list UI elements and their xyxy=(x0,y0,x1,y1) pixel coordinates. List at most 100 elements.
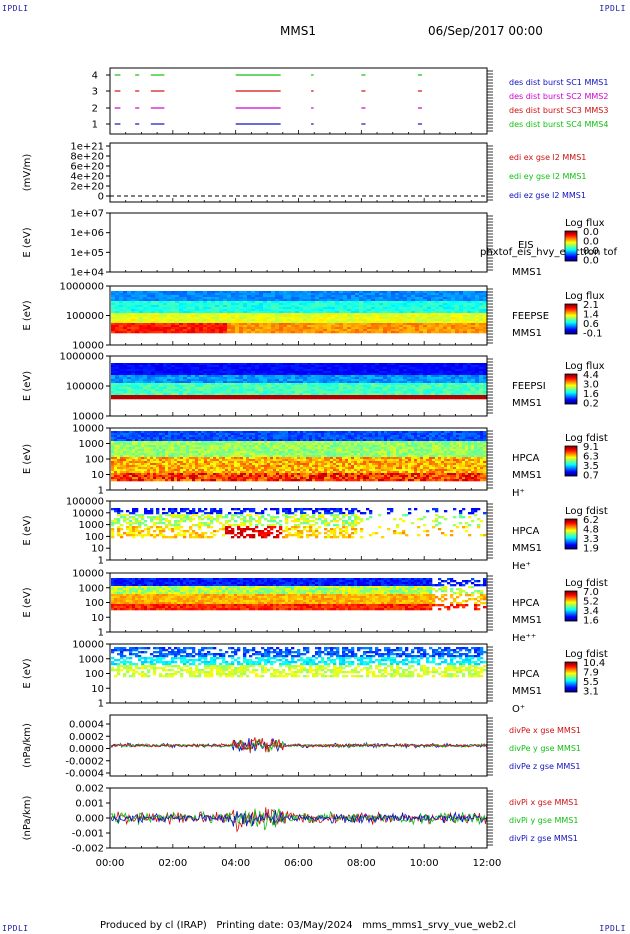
spectro-cell xyxy=(367,315,372,318)
spectro-cell xyxy=(223,331,228,334)
spectro-cell xyxy=(323,375,328,378)
spectro-cell xyxy=(203,307,208,310)
spectro-cell xyxy=(187,397,192,400)
spectro-cell xyxy=(339,309,344,312)
spectro-cell xyxy=(168,473,172,476)
spectro-cell xyxy=(126,437,130,440)
spectro-cell xyxy=(367,327,372,330)
spectro-cell xyxy=(159,309,164,312)
spectro-cell xyxy=(132,447,136,450)
spectro-cell xyxy=(323,367,328,370)
spectro-cell xyxy=(455,387,460,390)
spectro-cell xyxy=(407,293,412,296)
spectro-cell xyxy=(155,303,160,306)
spectro-cell xyxy=(114,441,118,444)
spectro-cell xyxy=(415,383,420,386)
spectro-cell xyxy=(395,299,400,302)
spectro-cell xyxy=(467,301,472,304)
spectro-cell xyxy=(283,309,288,312)
spectro-cell xyxy=(323,365,328,368)
spectro-cell xyxy=(168,437,172,440)
spectro-cell xyxy=(307,395,312,398)
spectro-cell xyxy=(171,437,175,440)
spectro-cell xyxy=(120,461,124,464)
spectro-cell xyxy=(147,315,152,318)
spectro-cell xyxy=(475,313,480,316)
spectro-cell xyxy=(183,373,188,376)
spectro-cell xyxy=(359,321,364,324)
spectro-cell xyxy=(299,307,304,310)
spectro-cell xyxy=(111,321,116,324)
spectro-cell xyxy=(171,295,176,298)
y-tick-label: 3 xyxy=(92,87,98,98)
spectro-cell xyxy=(439,311,444,314)
spectro-cell xyxy=(135,381,140,384)
spectro-cell xyxy=(375,293,380,296)
spectro-cell xyxy=(147,363,152,366)
spectro-cell xyxy=(455,323,460,326)
spectro-cell xyxy=(483,385,488,388)
spectro-cell xyxy=(483,383,488,386)
colorbar-step xyxy=(565,310,577,312)
spectro-cell xyxy=(275,365,280,368)
spectro-cell xyxy=(132,443,136,446)
spectro-cell xyxy=(177,475,181,478)
spectro-cell xyxy=(180,437,184,440)
spectro-cell xyxy=(126,469,130,472)
spectro-cell xyxy=(387,365,392,368)
spectro-cell xyxy=(114,443,118,446)
spectro-cell xyxy=(195,379,200,382)
spectro-cell xyxy=(111,463,115,466)
spectro-cell xyxy=(210,439,214,442)
spectro-cell xyxy=(213,441,217,444)
spectro-cell xyxy=(227,391,232,394)
spectro-cell xyxy=(183,461,187,464)
spectro-cell xyxy=(156,439,160,442)
spectro-cell xyxy=(375,363,380,366)
spectro-cell xyxy=(115,387,120,390)
spectro-cell xyxy=(443,323,448,326)
spectro-cell xyxy=(143,301,148,304)
spectro-cell xyxy=(339,311,344,314)
spectro-cell xyxy=(307,315,312,318)
spectro-cell xyxy=(223,317,228,320)
spectro-cell xyxy=(279,315,284,318)
spectro-cell xyxy=(327,379,332,382)
spectro-cell xyxy=(371,313,376,316)
spectro-cell xyxy=(251,387,256,390)
spectro-cell xyxy=(183,301,188,304)
spectro-cell xyxy=(379,367,384,370)
spectro-cell xyxy=(259,327,264,330)
spectro-cell xyxy=(267,373,272,376)
spectro-cell xyxy=(307,371,312,374)
spectro-cell xyxy=(303,329,308,332)
spectro-cell xyxy=(189,467,193,470)
spectro-cell xyxy=(235,385,240,388)
spectro-cell xyxy=(431,303,436,306)
spectro-cell xyxy=(114,461,118,464)
spectro-cell xyxy=(167,369,172,372)
spectro-cell xyxy=(275,383,280,386)
spectro-cell xyxy=(447,301,452,304)
spectro-cell xyxy=(219,291,224,294)
spectro-cell xyxy=(339,307,344,310)
spectro-cell xyxy=(271,393,276,396)
spectro-cell xyxy=(192,477,196,480)
spectro-cell xyxy=(463,315,468,318)
spectro-cell xyxy=(391,377,396,380)
spectro-cell xyxy=(471,317,476,320)
spectro-cell xyxy=(119,305,124,308)
spectro-cell xyxy=(189,439,193,442)
spectro-cell xyxy=(259,313,264,316)
spectro-cell xyxy=(155,319,160,322)
spectro-cell xyxy=(150,465,154,468)
spectro-cell xyxy=(201,473,205,476)
spectro-cell xyxy=(211,297,216,300)
colorbar-step xyxy=(565,312,577,314)
spectro-cell xyxy=(243,365,248,368)
spectro-cell xyxy=(159,297,164,300)
spectro-cell xyxy=(343,373,348,376)
spectro-cell xyxy=(483,323,488,326)
spectro-cell xyxy=(263,363,268,366)
spectro-cell xyxy=(475,375,480,378)
